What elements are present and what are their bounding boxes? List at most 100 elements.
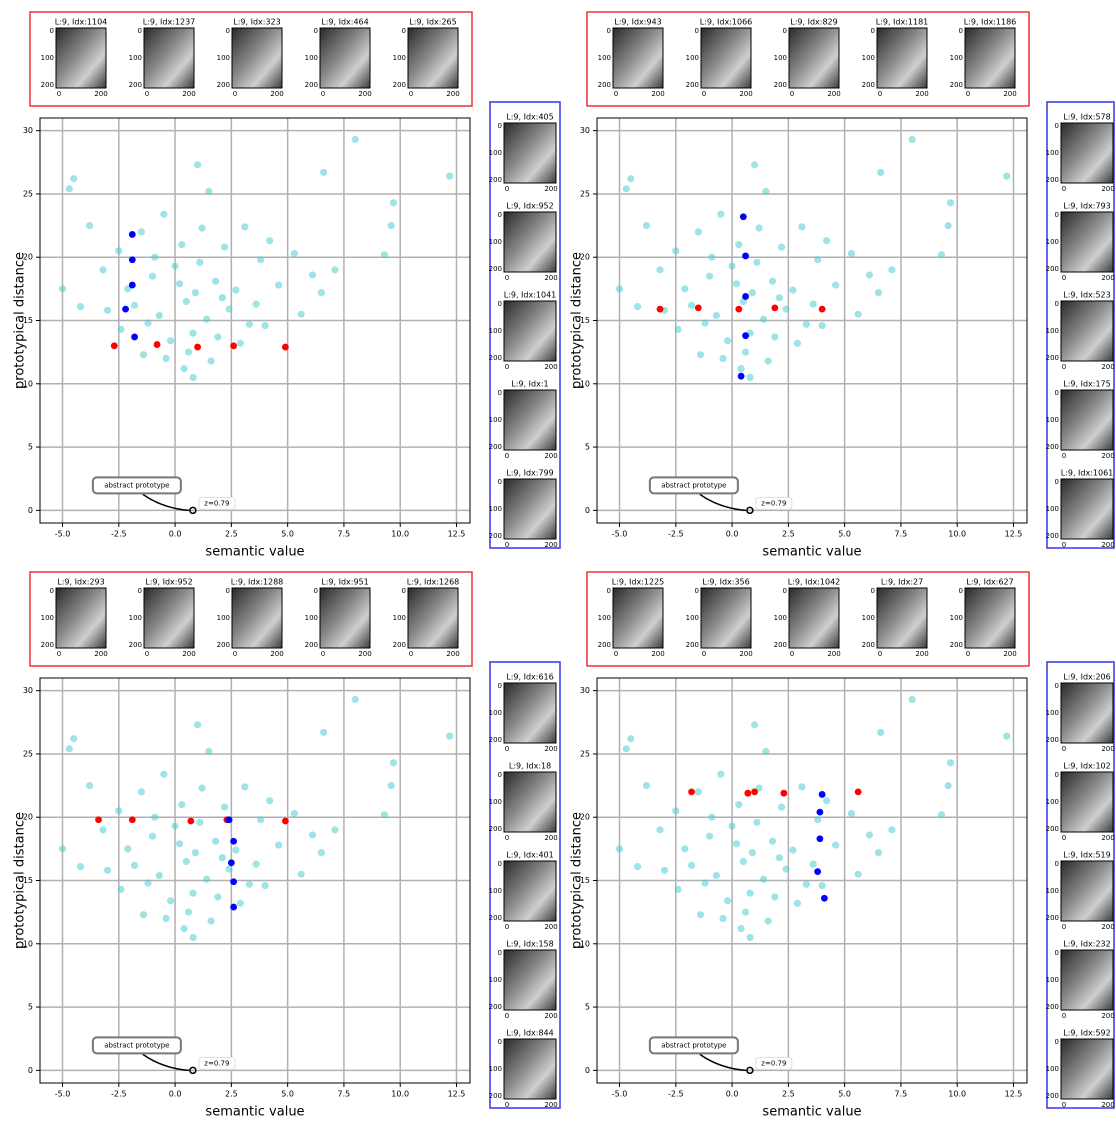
scatter-point (297, 870, 305, 878)
scatter-point (739, 857, 747, 866)
scatter-point (317, 289, 326, 297)
scatter-point (151, 813, 159, 821)
image-y-tick-label: 200 (305, 81, 318, 89)
y-axis-label: prototypical distance (13, 252, 28, 389)
scatter-point (877, 168, 885, 177)
scatter-point (874, 289, 883, 297)
x-axis-label: semantic value (762, 545, 861, 560)
scatter-point (742, 252, 749, 260)
scatter-point (937, 811, 946, 819)
y-tick-label: 30 (580, 126, 590, 135)
y-tick-label: 5 (585, 1003, 590, 1012)
image-y-tick-label: 200 (1046, 265, 1059, 273)
scatter-point (232, 286, 240, 294)
image-y-tick-label: 0 (498, 389, 502, 397)
scatter-point (717, 770, 725, 778)
image-y-tick-label: 200 (217, 641, 230, 649)
image (1060, 860, 1114, 922)
image-y-tick-label: 0 (498, 122, 502, 130)
scatter-point (207, 357, 215, 365)
image-x-tick-label: 200 (1101, 834, 1114, 842)
scatter-point (137, 228, 145, 236)
image-x-tick-label: 0 (505, 185, 509, 193)
scatter-point (780, 789, 788, 797)
image-y-tick-label: 100 (489, 149, 502, 157)
image-y-tick-label: 200 (774, 81, 787, 89)
image-y-tick-label: 0 (498, 300, 502, 308)
image (964, 27, 1016, 89)
scatter-point (687, 861, 696, 869)
scatter-point (771, 333, 779, 341)
image-y-tick-label: 0 (1055, 211, 1059, 219)
scatter-point (642, 781, 651, 790)
scatter-point (221, 803, 229, 811)
image-title: L:9, Idx:175 (1063, 380, 1110, 389)
scatter-point (166, 897, 175, 905)
scatter-point (820, 894, 828, 902)
x-tick-label: 0.0 (726, 530, 739, 539)
image-x-tick-label: 0 (614, 650, 618, 658)
panel: -5.0 -2.5 0.0 2.5 5.0 7.5 10.0 12.5 0 5 10 15 20 25 30… (13, 571, 561, 1120)
image-y-tick-label: 200 (950, 641, 963, 649)
image-x-tick-label: 200 (1101, 541, 1114, 549)
scatter-point (191, 849, 199, 857)
scatter-point (769, 277, 777, 285)
annotation-box (91, 1036, 182, 1055)
scatter-point (196, 258, 204, 266)
scatter-point (672, 247, 680, 255)
image (503, 682, 557, 744)
scatter-point (184, 348, 193, 356)
image-y-tick-label: 200 (41, 641, 54, 649)
image-y-tick-label: 0 (498, 211, 502, 219)
scatter-point (232, 846, 240, 854)
image-y-tick-label: 200 (774, 641, 787, 649)
image (788, 27, 840, 89)
image-y-tick-label: 200 (1046, 1003, 1059, 1011)
scatter-point (814, 816, 822, 824)
image-y-tick-label: 0 (50, 27, 54, 35)
scatter-point (225, 305, 233, 313)
image-x-tick-label: 200 (358, 650, 371, 658)
image (55, 27, 107, 89)
image-y-tick-label: 200 (950, 81, 963, 89)
image-y-tick-label: 200 (1046, 825, 1059, 833)
scatter-point (275, 841, 283, 849)
image-x-tick-label: 200 (1101, 745, 1114, 753)
scatter-point (184, 908, 193, 916)
scatter-point (615, 285, 624, 293)
annotation-box (648, 476, 739, 495)
y-tick-label: 15 (23, 876, 33, 885)
scatter-point (198, 224, 206, 232)
image-y-tick-label: 100 (305, 54, 318, 62)
scatter-point (798, 223, 806, 231)
image-y-tick-label: 200 (129, 641, 142, 649)
scatter-point (331, 266, 339, 274)
image-title: L:9, Idx:523 (1063, 291, 1110, 300)
scatter-point (261, 321, 269, 330)
image (503, 771, 557, 833)
plot-frame (39, 117, 471, 524)
image-y-tick-label: 0 (226, 27, 230, 35)
scatter-point (139, 911, 148, 919)
scatter-point (674, 885, 682, 893)
scatter-point (681, 285, 689, 293)
image-x-tick-label: 200 (1101, 1101, 1114, 1109)
scatter-point (753, 258, 761, 266)
y-tick-label: 10 (580, 939, 590, 948)
image-y-tick-label: 200 (489, 532, 502, 540)
image-y-tick-label: 200 (393, 81, 406, 89)
scatter-point (814, 868, 822, 876)
image-title: L:9, Idx:1041 (504, 291, 557, 300)
image-title: L:9, Idx:1237 (143, 18, 196, 27)
scatter-point (708, 253, 716, 261)
image-x-tick-label: 0 (505, 541, 509, 549)
scatter-point (153, 341, 161, 348)
scatter-point (128, 816, 136, 824)
image (1060, 478, 1114, 540)
image-x-tick-label: 200 (544, 1101, 557, 1109)
scatter-point (252, 860, 260, 868)
image-y-tick-label: 100 (489, 238, 502, 246)
scatter-point (320, 168, 328, 177)
scatter-point (193, 161, 202, 169)
x-tick-label: -5.0 (55, 530, 71, 539)
